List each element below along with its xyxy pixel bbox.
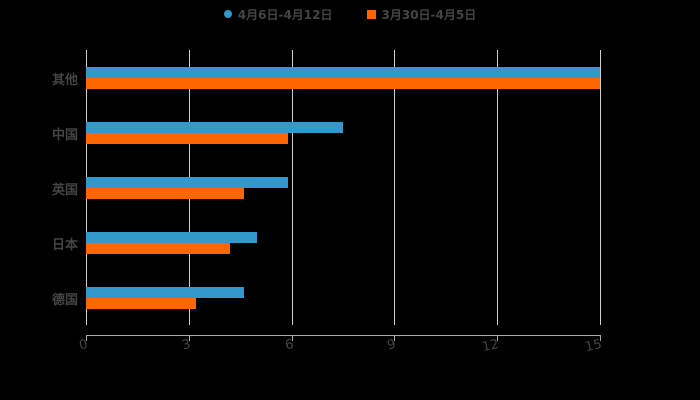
gridline <box>291 50 293 325</box>
bar-series-2[interactable] <box>86 188 244 199</box>
bar-series-1[interactable] <box>86 67 600 78</box>
legend-label-series-1: 4月6日-4月12日 <box>237 7 333 22</box>
gridline <box>394 50 396 325</box>
gridline <box>600 50 601 325</box>
y-axis-category-label: 日本 <box>51 238 78 253</box>
x-axis-tick <box>600 335 601 341</box>
y-axis-category-label: 中国 <box>51 128 78 143</box>
bar-series-1[interactable] <box>86 287 244 298</box>
bar-series-1[interactable] <box>86 177 289 188</box>
bar-series-2[interactable] <box>86 243 230 254</box>
bar-series-2[interactable] <box>86 133 289 144</box>
bar-series-2[interactable] <box>86 298 196 309</box>
x-axis-tick-label: 0 <box>77 337 90 354</box>
bar-series-2[interactable] <box>86 78 600 89</box>
x-axis-line <box>86 335 601 336</box>
y-axis-category-label: 英国 <box>51 183 78 198</box>
chart-legend: 4月6日-4月12日 3月30日-4月5日 <box>0 4 700 24</box>
plot-area <box>86 50 601 325</box>
square-marker-icon <box>366 9 376 19</box>
bar-series-1[interactable] <box>86 122 343 133</box>
x-axis-tick <box>86 335 87 341</box>
x-axis-tick-label: 15 <box>583 337 604 356</box>
x-axis-tick-label: 12 <box>481 337 501 356</box>
bar-series-1[interactable] <box>86 232 258 243</box>
legend-item-series-2[interactable]: 3月30日-4月5日 <box>366 6 477 23</box>
circle-marker-icon <box>223 10 232 18</box>
x-axis-tick <box>188 335 190 341</box>
x-axis-tick-label: 3 <box>180 337 192 354</box>
x-axis-tick <box>291 335 293 341</box>
x-axis-tick-label: 9 <box>386 337 398 354</box>
y-axis-category-label: 德国 <box>51 293 78 308</box>
x-axis-tick <box>497 335 499 341</box>
legend-label-series-2: 3月30日-4月5日 <box>381 7 477 22</box>
gridline <box>497 50 499 325</box>
y-axis-category-label: 其他 <box>51 73 78 88</box>
x-axis-tick <box>394 335 396 341</box>
x-axis-tick-label: 6 <box>283 337 295 354</box>
legend-item-series-1[interactable]: 4月6日-4月12日 <box>223 6 333 23</box>
